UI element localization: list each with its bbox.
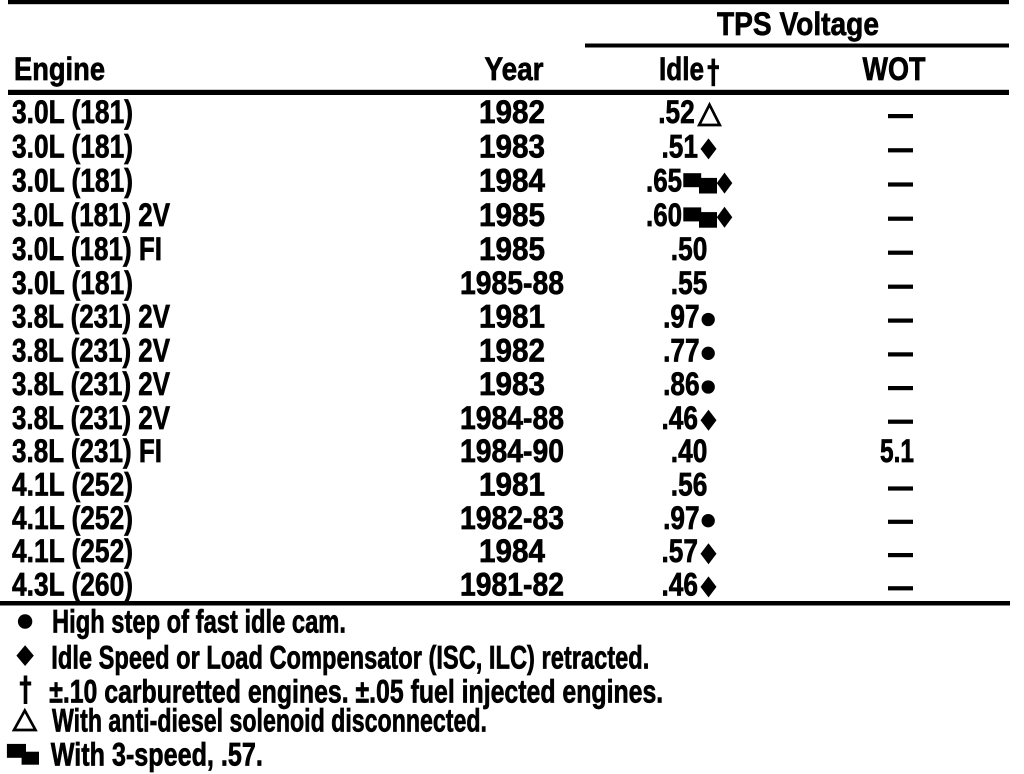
svg-text:.50: .50 [671,231,708,267]
svg-text:.51: .51 [662,128,699,164]
svg-text:3.8L (231) 2V: 3.8L (231) 2V [12,400,170,436]
svg-text:3.0L (181) 2V: 3.0L (181) 2V [12,197,170,233]
svg-text:1984-88: 1984-88 [460,400,564,436]
svg-text:.65: .65 [646,163,682,199]
svg-text:3.8L (231) 2V: 3.8L (231) 2V [12,333,170,369]
svg-text:5.1: 5.1 [880,433,914,469]
svg-text:Idle Speed or Load Compensator: Idle Speed or Load Compensator (ISC, ILC… [51,640,649,676]
svg-text:Engine: Engine [14,51,105,87]
svg-text:.40: .40 [671,433,708,469]
svg-text:.97: .97 [663,299,700,335]
svg-text:WOT: WOT [863,51,926,87]
svg-text:.55: .55 [671,265,708,301]
svg-text:1981-82: 1981-82 [460,566,564,602]
svg-text:.57: .57 [662,533,699,569]
svg-text:3.8L (231) 2V: 3.8L (231) 2V [12,366,170,402]
svg-text:.86: .86 [663,366,700,402]
svg-text:With 3-speed, .57.: With 3-speed, .57. [51,737,263,773]
svg-text:Year: Year [485,51,544,87]
svg-text:3.8L (231) FI: 3.8L (231) FI [12,433,162,469]
svg-text:With anti-diesel solenoid disc: With anti-diesel solenoid disconnected. [52,703,487,739]
svg-text:4.3L (260): 4.3L (260) [12,566,133,602]
svg-text:1981: 1981 [479,467,545,503]
svg-text:1985-88: 1985-88 [460,265,564,301]
svg-text:.52: .52 [658,94,695,130]
svg-text:3.0L (181): 3.0L (181) [12,163,133,199]
svg-text:3.0L (181) FI: 3.0L (181) FI [12,231,162,267]
svg-text:±.10 carburetted engines. ±.05: ±.10 carburetted engines. ±.05 fuel inje… [49,674,663,710]
svg-text:3.0L (181): 3.0L (181) [12,265,133,301]
svg-text:3.0L (181): 3.0L (181) [12,128,133,164]
svg-text:1984-90: 1984-90 [460,433,564,469]
svg-text:.60: .60 [646,197,682,233]
svg-text:.97: .97 [663,500,700,536]
svg-text:1981: 1981 [479,299,545,335]
svg-text:4.1L (252): 4.1L (252) [12,533,133,569]
svg-text:High step of fast idle cam.: High step of fast idle cam. [52,604,346,640]
svg-text:1984: 1984 [479,533,545,569]
svg-text:1985: 1985 [479,197,545,233]
svg-text:4.1L (252): 4.1L (252) [12,500,133,536]
svg-text:.56: .56 [671,467,708,503]
svg-text:Idle: Idle [659,51,704,87]
svg-text:1983: 1983 [479,128,545,164]
svg-text:1983: 1983 [479,366,545,402]
svg-text:1985: 1985 [479,231,545,267]
svg-text:1982: 1982 [479,333,545,369]
svg-text:.46: .46 [662,566,699,602]
svg-text:1982-83: 1982-83 [460,500,564,536]
svg-text:.77: .77 [663,333,700,369]
svg-text:1984: 1984 [479,163,545,199]
svg-text:TPS Voltage: TPS Voltage [717,6,879,42]
svg-text:3.0L (181): 3.0L (181) [12,94,133,130]
svg-text:1982: 1982 [479,94,545,130]
svg-text:4.1L (252): 4.1L (252) [12,467,133,503]
svg-text:.46: .46 [662,400,699,436]
svg-text:3.8L (231) 2V: 3.8L (231) 2V [12,299,170,335]
